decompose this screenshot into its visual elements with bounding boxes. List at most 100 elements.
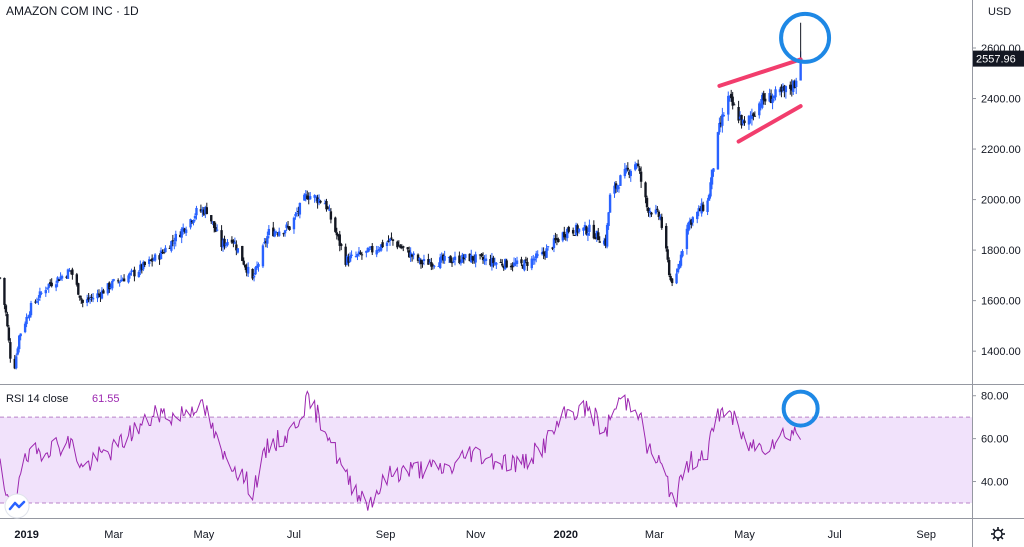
candle-body [255,265,259,269]
candle-body [795,80,798,87]
candle-body [459,262,463,264]
candle-body [514,263,517,265]
candle-body [772,95,776,99]
candle-body [687,222,690,232]
candle-body [768,93,771,102]
candle-body [201,209,204,212]
time-tick-label: Jul [828,529,842,541]
candle-body [669,276,672,281]
candle-body [102,290,105,294]
candle-body [205,207,209,215]
candle-body [509,265,513,268]
candle-body [545,248,548,258]
candle-body [675,273,678,284]
candle-body [502,266,505,269]
candle-body [656,208,659,210]
candle-body [365,250,368,253]
candle-body [484,258,488,261]
candle-body [257,264,260,267]
candle-body [7,327,11,341]
rsi-title: RSI 14 close [6,393,68,405]
candle-body [613,185,616,194]
candle-body [439,257,442,268]
candle-body [319,200,322,203]
candle-body [119,279,123,282]
candle-body [348,256,352,262]
candle-body [577,228,581,232]
candle-body [594,236,597,239]
gear-icon[interactable] [991,527,1005,541]
candle-body [273,231,276,237]
candle-body [536,254,539,256]
candle-body [162,252,166,254]
candle-body [493,262,497,265]
gear-icon-ring [993,529,1003,539]
candle-body [763,98,767,102]
candle-body [283,230,287,234]
candle-body [112,279,115,281]
candle-body [13,358,16,369]
candle-body [468,253,471,262]
candle-body [563,231,566,238]
time-tick-label: May [734,529,755,541]
candle-body [242,260,245,265]
price-tick-label: 1600.00 [981,296,1021,308]
time-tick-label: Sep [916,529,936,541]
candle-body [752,113,755,117]
candle-body [168,247,172,249]
candle-body [639,171,643,182]
candle-body [100,290,104,299]
candle-body [530,258,533,269]
candle-body [356,254,359,256]
candle-body [709,182,712,197]
candle-body [376,249,380,251]
candle-body [719,122,723,124]
candle-body [574,224,578,235]
candle-body [131,270,135,272]
candle-body [375,250,378,255]
candle-body [25,316,28,325]
candle-body [4,305,8,313]
candle-body [718,123,721,133]
candle-body [170,241,173,251]
candle-body [520,259,523,264]
candle-body [161,251,164,253]
candle-body [654,209,658,214]
candle-body [452,261,455,263]
candle-body [588,224,591,232]
candle-body [480,253,483,256]
time-tick-label: Jul [287,529,301,541]
candle-body [461,254,464,263]
candle-body [551,247,554,249]
candle-body [540,252,544,255]
logo-icon [4,493,30,519]
rsi-line [0,390,802,513]
candle-body [511,265,514,268]
candle-body [77,283,80,295]
candle-body [127,275,130,283]
candle-body [521,265,525,269]
candle-body [533,258,536,261]
candle-body [691,217,695,223]
candle-body [49,282,52,284]
candle-body [328,209,331,211]
candle-body [490,257,494,267]
candle-body [657,211,661,218]
candle-body [727,95,730,115]
candle-body [261,245,265,267]
candle-body [595,230,598,238]
candle-body [37,299,40,301]
time-tick-label: Mar [104,529,123,541]
candle-body [571,230,575,234]
candle-body [617,187,621,189]
candle-body [60,276,64,279]
candle-body [659,216,662,219]
candle-body [749,116,752,118]
candle-body [214,227,217,232]
candle-body [199,209,203,212]
candle-body [605,224,609,247]
candle-body [180,228,183,238]
candle-body [743,120,746,124]
candle-body [698,208,702,212]
candle-body [771,98,774,103]
